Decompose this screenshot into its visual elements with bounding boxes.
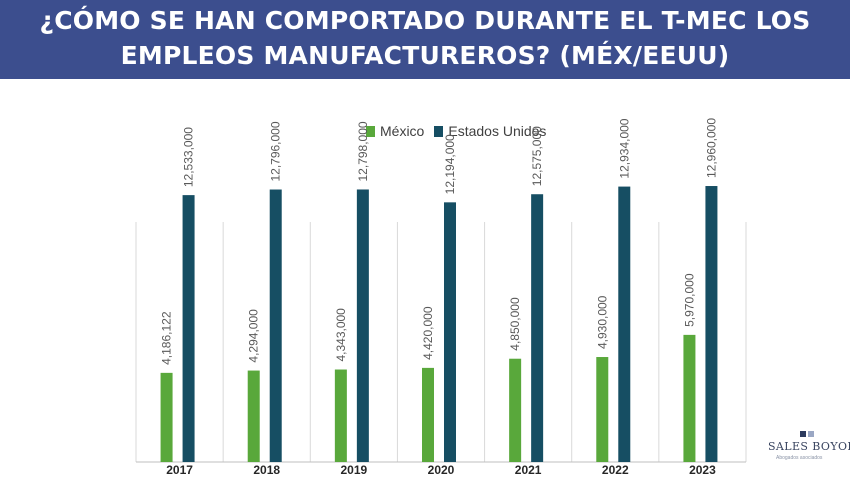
data-label-mexico-2021: 4,850,000: [508, 297, 522, 351]
sales-boyoli-logo: SALES BOYOLI Abogados asociados: [768, 427, 850, 463]
data-label-mexico-2017: 4,186,122: [160, 311, 174, 365]
data-label-estados-unidos-2023: 12,960,000: [704, 118, 718, 178]
x-tick-label-2017: 2017: [166, 463, 193, 477]
legend-item-usa: Estados Unidos: [434, 123, 546, 139]
legend-label-mexico: México: [380, 123, 425, 139]
data-label-mexico-2019: 4,343,000: [334, 308, 348, 362]
bar-estados-unidos-2020: [444, 202, 456, 462]
bar-mexico-2022: [596, 357, 609, 462]
bar-estados-unidos-2021: [531, 194, 544, 462]
data-label-estados-unidos-2017: 12,533,000: [182, 127, 196, 187]
bar-mexico-2019: [334, 369, 347, 462]
data-label-mexico-2023: 5,970,000: [682, 273, 696, 327]
data-label-mexico-2018: 4,294,000: [247, 309, 261, 363]
logo-square-light: [808, 431, 814, 437]
x-tick-label-2023: 2023: [689, 463, 716, 477]
logo-brand: SALES BOYOLI: [768, 440, 850, 453]
bar-mexico-2018: [247, 370, 260, 462]
bar-estados-unidos-2019: [356, 189, 369, 462]
bar-estados-unidos-2023: [705, 186, 718, 462]
data-label-estados-unidos-2020: 12,194,000: [443, 134, 457, 194]
data-label-estados-unidos-2021: 12,575,000: [530, 126, 544, 186]
title-banner: [0, 0, 850, 79]
data-label-estados-unidos-2022: 12,934,000: [617, 118, 631, 178]
title-line-2: EMPLEOS MANUFACTUREROS? (MÉX/EEUU): [120, 41, 730, 70]
legend-item-mexico: México: [366, 123, 424, 139]
legend-swatch-mexico: [366, 125, 375, 137]
x-tick-label-2020: 2020: [428, 463, 455, 477]
chart-legend: México Estados Unidos: [366, 121, 556, 141]
logo-square-dark: [800, 431, 806, 437]
data-label-mexico-2020: 4,420,000: [421, 306, 435, 360]
title-line-1: ¿CÓMO SE HAN COMPORTADO DURANTE EL T-MEC…: [39, 6, 811, 35]
page-title: ¿CÓMO SE HAN COMPORTADO DURANTE EL T-MEC…: [0, 3, 850, 73]
x-tick-label-2021: 2021: [515, 463, 542, 477]
bar-estados-unidos-2017: [182, 195, 195, 462]
data-label-estados-unidos-2018: 12,796,000: [269, 121, 283, 181]
bar-mexico-2020: [422, 367, 434, 462]
legend-swatch-usa: [434, 125, 444, 137]
x-tick-label-2022: 2022: [602, 463, 629, 477]
bar-mexico-2017: [160, 372, 173, 462]
data-label-estados-unidos-2019: 12,798,000: [356, 121, 370, 181]
x-tick-label-2019: 2019: [341, 463, 368, 477]
x-tick-label-2018: 2018: [253, 463, 280, 477]
data-label-mexico-2022: 4,930,000: [595, 295, 609, 349]
bar-estados-unidos-2018: [269, 189, 282, 462]
logo-tagline: Abogados asociados: [776, 455, 823, 461]
bar-mexico-2021: [509, 358, 522, 462]
legend-label-usa: Estados Unidos: [448, 123, 547, 139]
bar-estados-unidos-2022: [618, 186, 631, 462]
bar-mexico-2023: [683, 334, 696, 462]
